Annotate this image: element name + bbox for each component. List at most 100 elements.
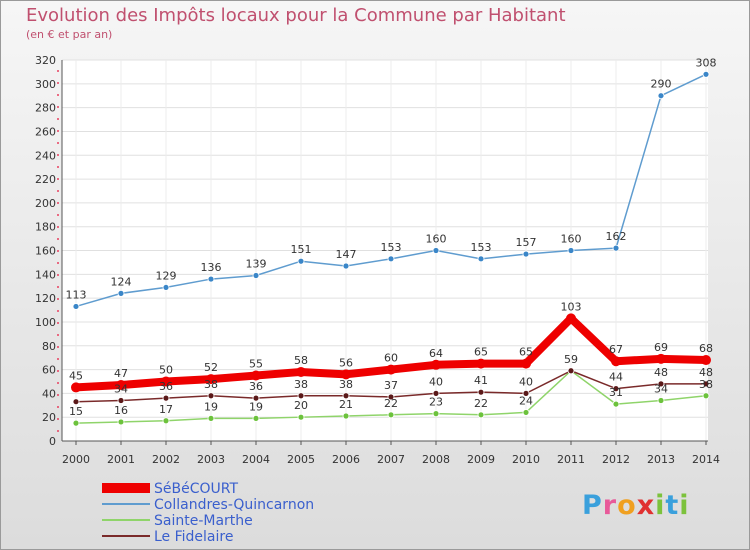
data-label: 16 (114, 404, 128, 417)
data-point (387, 255, 395, 263)
data-label: 157 (516, 236, 537, 249)
data-label: 153 (471, 241, 492, 254)
legend-label: Le Fidelaire (154, 529, 233, 545)
data-point (252, 394, 260, 402)
x-tick-label: 2012 (602, 453, 630, 466)
data-label: 36 (159, 380, 173, 393)
y-tick-label: 240 (35, 149, 56, 162)
data-label: 22 (474, 397, 488, 410)
x-tick-label: 2006 (332, 453, 360, 466)
data-point (432, 410, 440, 418)
data-label: 64 (429, 347, 443, 360)
logo-letter: x (636, 490, 656, 521)
data-point (207, 392, 215, 400)
data-label: 136 (201, 261, 222, 274)
data-point (431, 359, 441, 370)
data-point (702, 70, 710, 78)
data-point (612, 244, 620, 252)
data-point (116, 380, 126, 391)
data-point (342, 412, 350, 420)
logo-letter: P (582, 490, 603, 521)
data-label: 55 (249, 358, 263, 371)
y-tick-label: 300 (35, 78, 56, 91)
y-tick-label: 200 (35, 197, 56, 210)
x-tick-label: 2011 (557, 453, 585, 466)
data-point (432, 247, 440, 254)
data-label: 65 (474, 346, 488, 359)
data-point (566, 313, 576, 324)
data-point (612, 400, 620, 408)
data-label: 50 (159, 363, 173, 376)
legend-label: SéBéCOURT (154, 481, 238, 497)
data-label: 34 (654, 383, 668, 396)
data-point (297, 413, 305, 421)
data-point (207, 275, 215, 283)
data-label: 124 (111, 275, 132, 288)
data-point (522, 250, 530, 258)
data-label: 41 (474, 374, 488, 387)
data-label: 40 (429, 375, 443, 388)
data-label: 113 (66, 288, 87, 301)
data-label: 129 (156, 269, 177, 282)
y-tick-label: 80 (42, 340, 56, 353)
data-point (342, 262, 350, 270)
y-tick-label: 40 (42, 387, 56, 400)
data-label: 147 (336, 248, 357, 261)
y-tick-label: 280 (35, 102, 56, 115)
legend-label: Sainte-Marthe (154, 513, 253, 529)
data-point (702, 392, 710, 400)
y-tick-label: 320 (35, 54, 56, 67)
data-point (296, 366, 306, 377)
data-label: 36 (249, 380, 263, 393)
data-label: 103 (561, 300, 582, 313)
logo-letter: i (655, 490, 666, 521)
data-point (117, 418, 125, 426)
data-point (522, 389, 530, 397)
data-label: 40 (519, 375, 533, 388)
x-tick-label: 2010 (512, 453, 540, 466)
data-label: 65 (519, 346, 533, 359)
y-tick-label: 140 (35, 268, 56, 281)
data-label: 37 (384, 379, 398, 392)
data-point (612, 385, 620, 393)
data-point (567, 247, 575, 254)
data-point (611, 356, 621, 367)
data-label: 59 (564, 353, 578, 366)
data-point (206, 374, 216, 385)
data-label: 21 (339, 398, 353, 411)
logo-letter: o (617, 490, 637, 521)
data-point (251, 370, 261, 381)
data-point (297, 392, 305, 400)
data-label: 19 (249, 400, 263, 413)
data-point (252, 414, 260, 422)
data-point (72, 419, 80, 427)
data-point (117, 397, 125, 404)
chart-subtitle: (en € et par an) (26, 28, 113, 41)
logo-letter: t (665, 490, 680, 521)
data-point (162, 284, 170, 291)
proxiti-logo: Proxiti (582, 490, 690, 521)
data-label: 34 (114, 383, 128, 396)
x-tick-label: 2000 (62, 453, 90, 466)
y-tick-label: 160 (35, 245, 56, 258)
data-label: 139 (246, 258, 267, 271)
data-point (657, 397, 665, 404)
data-point (386, 364, 396, 375)
data-label: 15 (69, 405, 83, 418)
data-label: 38 (339, 378, 353, 391)
data-point (657, 92, 665, 100)
chart-title: Evolution des Impôts locaux pour la Comm… (26, 5, 566, 26)
data-label: 38 (699, 378, 713, 391)
data-point (252, 272, 260, 279)
y-tick-label: 100 (35, 316, 56, 329)
data-label: 44 (609, 371, 623, 384)
data-label: 162 (606, 230, 627, 243)
x-tick-label: 2004 (242, 453, 270, 466)
data-point (71, 382, 81, 393)
data-label: 38 (204, 378, 218, 391)
data-point (72, 303, 80, 310)
y-tick-label: 0 (49, 435, 56, 448)
data-label: 56 (339, 356, 353, 369)
data-point (477, 388, 485, 396)
